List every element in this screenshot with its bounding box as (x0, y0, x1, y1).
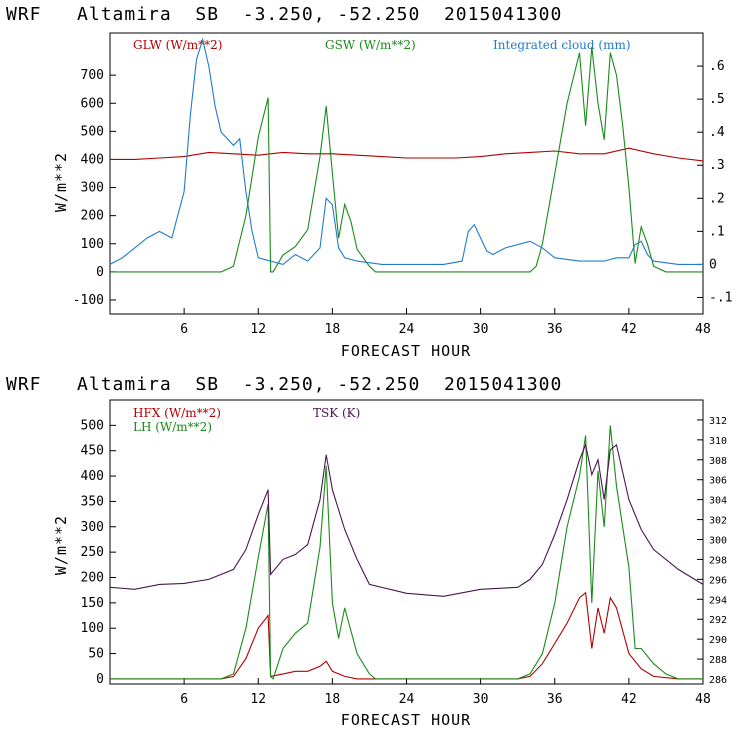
bot-y2-tick-label: 302 (709, 516, 727, 527)
top-legend-glw: GLW (W/m**2) (133, 38, 222, 52)
bottom-legend-lh: LH (W/m**2) (133, 420, 212, 434)
bot-series-line-0 (110, 591, 703, 680)
top-x-tick-label: 24 (399, 322, 415, 337)
bot-y-tick-label: 100 (81, 621, 104, 636)
top-series-line-1 (110, 47, 703, 273)
bottom-legend-tsk: TSK (K) (313, 406, 360, 420)
top-y-tick-label: 100 (81, 237, 104, 252)
bottom-series-group (109, 425, 704, 680)
bottom-x-axis-title: FORECAST HOUR (341, 711, 471, 729)
bot-y-tick-label: 0 (96, 672, 104, 687)
top-series-group (109, 37, 704, 273)
bot-series-line-2 (109, 442, 704, 597)
top-y-tick-label: 400 (81, 152, 104, 167)
bot-x-tick-label: 42 (621, 692, 637, 707)
bot-y2-tick-label: 290 (709, 635, 727, 646)
bottom-x-axis: 6 12 18 24 30 36 42 48 (180, 678, 711, 707)
top-panel: WRF Altamira SB -3.250, -52.250 20150413… (6, 4, 732, 360)
bot-x-tick-label: 18 (325, 692, 341, 707)
bot-y2-tick-label: 286 (709, 675, 727, 686)
bot-y-tick-label: 150 (81, 596, 104, 611)
bot-x-tick-label: 24 (399, 692, 415, 707)
bot-y2-tick-label: 312 (709, 416, 727, 427)
top-x-tick-label: 36 (547, 322, 563, 337)
top-series-line-0 (110, 147, 704, 162)
bot-x-tick-label: 30 (473, 692, 489, 707)
top-series-line-2 (109, 37, 703, 266)
bot-y2-tick-label: 306 (709, 476, 727, 487)
bot-y2-tick-label: 296 (709, 575, 727, 586)
top-x-tick-label: 30 (473, 322, 489, 337)
top-x-tick-label: 12 (250, 322, 266, 337)
top-y2-tick-label: .4 (709, 125, 725, 140)
bottom-y-axis-left: 0 50 100 150 200 250 300 350 400 450 500 (81, 418, 116, 687)
top-y2-tick-label: .6 (709, 59, 725, 74)
bot-y2-tick-label: 304 (709, 496, 727, 507)
bot-x-tick-label: 12 (250, 692, 266, 707)
top-y-tick-label: -100 (73, 293, 104, 308)
top-y-tick-label: 0 (96, 265, 104, 280)
bottom-legend-hfx: HFX (W/m**2) (133, 406, 221, 420)
bot-y-tick-label: 350 (81, 494, 104, 509)
bot-y2-tick-label: 300 (709, 536, 727, 547)
top-y2-tick-label: .3 (709, 158, 725, 173)
bot-x-tick-label: 6 (180, 692, 188, 707)
bot-y-tick-label: 400 (81, 469, 104, 484)
top-legend-cloud: Integrated cloud (mm) (493, 38, 631, 52)
top-x-tick-label: 6 (180, 322, 188, 337)
bot-x-tick-label: 36 (547, 692, 563, 707)
bot-y-tick-label: 250 (81, 545, 104, 560)
bot-y-tick-label: 50 (88, 647, 104, 662)
bottom-plot-frame (109, 399, 704, 685)
bot-y2-tick-label: 294 (709, 595, 727, 606)
top-y-tick-label: 200 (81, 209, 104, 224)
bottom-y-axis-title: W/m**2 (52, 515, 70, 575)
top-panel-title: WRF Altamira SB -3.250, -52.250 20150413… (6, 4, 562, 25)
top-y2-tick-label: 0 (709, 257, 717, 272)
top-y-tick-label: 600 (81, 96, 104, 111)
top-x-tick-label: 18 (325, 322, 341, 337)
top-x-axis-title: FORECAST HOUR (341, 342, 471, 360)
bot-y-tick-label: 300 (81, 520, 104, 535)
top-legend-gsw: GSW (W/m**2) (325, 38, 416, 52)
top-y-axis-right: -.1 0 .1 .2 .3 .4 .5 .6 (697, 59, 732, 305)
top-x-tick-label: 48 (695, 322, 711, 337)
top-y-axis-title: W/m**2 (52, 152, 70, 212)
top-y-tick-label: 700 (81, 68, 104, 83)
bot-y-tick-label: 200 (81, 571, 104, 586)
top-x-axis: 6 12 18 24 30 36 42 48 (180, 308, 711, 337)
top-y2-tick-label: -.1 (709, 290, 732, 305)
top-x-tick-label: 42 (621, 322, 637, 337)
bot-y2-tick-label: 292 (709, 615, 727, 626)
bot-y-tick-label: 500 (81, 418, 104, 433)
bottom-panel-title: WRF Altamira SB -3.250, -52.250 20150413… (6, 374, 562, 395)
bot-y2-tick-label: 298 (709, 555, 727, 566)
top-y-tick-label: 300 (81, 181, 104, 196)
top-y2-tick-label: .2 (709, 191, 725, 206)
bot-series-line-1 (110, 425, 703, 680)
bot-x-tick-label: 48 (695, 692, 711, 707)
bottom-panel: WRF Altamira SB -3.250, -52.250 20150413… (6, 374, 727, 729)
bot-y2-tick-label: 288 (709, 655, 727, 666)
bot-y2-tick-label: 308 (709, 456, 727, 467)
bot-y2-tick-label: 310 (709, 436, 727, 447)
bottom-y-axis-right: 286 288 290 292 294 296 298 300 302 304 306 308 310 3… (697, 416, 727, 686)
top-y2-tick-label: .5 (709, 92, 725, 107)
top-y2-tick-label: .1 (709, 224, 725, 239)
top-y-tick-label: 500 (81, 124, 104, 139)
bot-y-tick-label: 450 (81, 444, 104, 459)
